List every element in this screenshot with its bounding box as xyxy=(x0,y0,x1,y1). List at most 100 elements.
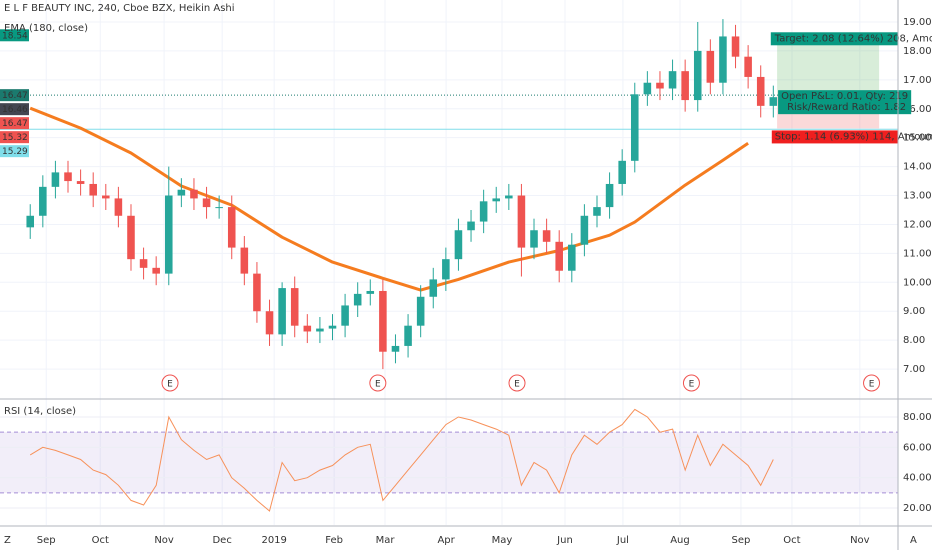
candle-body xyxy=(530,230,538,248)
x-tick-label: Jun xyxy=(556,535,573,546)
y-tick-label: 9.00 xyxy=(903,306,925,317)
price-tag xyxy=(0,103,29,116)
candle-body xyxy=(580,215,589,245)
candle-body xyxy=(643,82,652,95)
candle-body xyxy=(505,195,513,199)
y-tick-label: 18.00 xyxy=(903,46,932,57)
candle-body xyxy=(265,311,274,335)
corner-right[interactable]: A xyxy=(910,535,917,546)
earnings-marker xyxy=(682,374,700,392)
x-tick-label: Oct xyxy=(783,535,800,546)
x-tick-label: Oct xyxy=(92,535,109,546)
chart-title: E L F BEAUTY INC, 240, Cboe BZX, Heikin … xyxy=(4,3,235,14)
candle-body xyxy=(693,50,702,101)
candle-body xyxy=(479,201,488,222)
y-tick-label: 8.00 xyxy=(903,335,925,346)
candle-body xyxy=(681,71,689,101)
earnings-label: E xyxy=(869,380,875,390)
candle-body xyxy=(89,183,97,196)
earnings-label: E xyxy=(375,380,381,390)
candle-body xyxy=(152,267,160,274)
candle-body xyxy=(353,293,362,306)
candle-body xyxy=(618,160,626,184)
candle-body xyxy=(64,172,72,182)
candle-body xyxy=(769,97,778,106)
y-tick-label: 13.00 xyxy=(903,191,932,202)
candle-body xyxy=(731,36,740,57)
candle-body xyxy=(454,230,463,260)
candle-body xyxy=(719,36,727,83)
candle-body xyxy=(605,183,614,208)
y-tick-label: 19.00 xyxy=(903,17,932,28)
stop-label-bg xyxy=(771,130,898,144)
y-tick-label: 16.00 xyxy=(903,104,932,115)
x-tick-label: Nov xyxy=(154,535,174,546)
candle-body xyxy=(39,186,47,216)
x-tick-label: Feb xyxy=(325,535,343,546)
x-tick-label: Sep xyxy=(732,535,751,546)
y-tick-label: 10.00 xyxy=(903,277,932,288)
candle-body xyxy=(467,221,475,231)
candle-body xyxy=(177,189,186,196)
candle-body xyxy=(227,207,236,248)
y-tick-label: 15.00 xyxy=(903,133,932,144)
target-label: Target: 2.08 (12.64%) 208, Amount: 145 xyxy=(774,33,932,44)
target-label-bg xyxy=(770,32,898,46)
candle-body xyxy=(492,198,501,202)
rr-label: Risk/Reward Ratio: 1.82 xyxy=(787,102,906,113)
x-tick-label: Nov xyxy=(850,535,870,546)
candle-body xyxy=(316,328,324,332)
x-tick-label: Apr xyxy=(437,535,455,546)
candle-body xyxy=(555,241,563,271)
price-tag xyxy=(0,89,29,102)
candle-body xyxy=(114,198,123,216)
earnings-label: E xyxy=(514,380,520,390)
candle-body xyxy=(51,172,60,187)
candle-body xyxy=(290,288,299,326)
candle-body xyxy=(429,279,438,297)
candle-body xyxy=(706,50,715,83)
candle-body xyxy=(240,247,249,274)
candle-body xyxy=(593,207,601,216)
candle-body xyxy=(76,181,85,184)
x-tick-label: Mar xyxy=(376,535,396,546)
candle-body xyxy=(568,244,576,271)
candle-body xyxy=(341,305,349,326)
candle-body xyxy=(102,195,110,199)
rsi-line xyxy=(29,408,774,512)
candle-body xyxy=(517,195,526,248)
earnings-marker xyxy=(161,374,179,392)
candle-body xyxy=(442,259,450,280)
earnings-marker xyxy=(863,374,881,392)
price-tag xyxy=(0,117,29,130)
x-tick-label: Dec xyxy=(212,535,231,546)
candle-body xyxy=(668,71,677,89)
corner-left[interactable]: Z xyxy=(4,535,11,546)
candle-body xyxy=(542,230,551,242)
candle-body xyxy=(26,215,35,228)
candle-body xyxy=(379,290,387,352)
price-tag-label: 18.54 xyxy=(2,31,28,41)
candle-body xyxy=(366,290,375,294)
rsi-band xyxy=(0,432,898,493)
candle-body xyxy=(630,94,639,161)
rsi-tick-label: 60.00 xyxy=(903,442,932,453)
x-tick-label: Sep xyxy=(37,535,56,546)
earnings-marker xyxy=(369,374,387,392)
rsi-tick-label: 80.00 xyxy=(903,412,932,423)
candle-body xyxy=(190,189,198,199)
candle-body xyxy=(656,82,664,89)
y-tick-label: 17.00 xyxy=(903,75,932,86)
candle-body xyxy=(164,195,173,274)
pnl-box xyxy=(778,90,912,115)
price-tag-label: 15.32 xyxy=(2,133,28,143)
price-tag-label: 15.29 xyxy=(2,147,28,157)
y-tick-label: 11.00 xyxy=(903,248,932,259)
y-tick-label: 12.00 xyxy=(903,219,932,230)
candle-body xyxy=(253,273,261,312)
pnl-label: Open P&L: 0.01, Qty: 219 xyxy=(781,91,908,102)
price-tag-label: 16.47 xyxy=(2,119,28,129)
rsi-legend: RSI (14, close) xyxy=(4,406,76,417)
candle-body xyxy=(416,296,425,326)
